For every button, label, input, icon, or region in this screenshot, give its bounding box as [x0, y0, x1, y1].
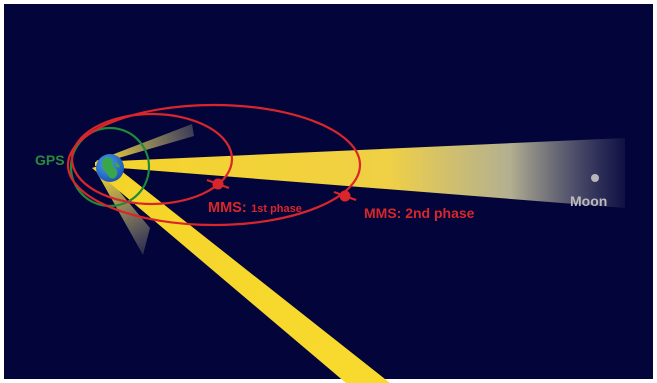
moon-beam — [95, 138, 625, 208]
mms-spacecraft-phase1 — [206, 178, 230, 190]
mms-orbit-phase2 — [66, 103, 362, 227]
lower-long-beam — [92, 162, 390, 383]
moon-label: Moon — [570, 193, 607, 209]
mms-phase1-prefix: MMS: — [208, 200, 247, 216]
mms-orbit-phase1 — [70, 112, 234, 206]
earth-icon — [96, 154, 124, 182]
gps-label: GPS — [35, 152, 65, 168]
mms-phase1-text: 1st phase — [251, 203, 302, 215]
mms-phase1-label: MMS: 1st phase — [208, 199, 302, 216]
mms-phase2-label: MMS: 2nd phase — [364, 205, 475, 221]
moon-dot — [591, 174, 599, 182]
upper-short-beam — [96, 124, 194, 164]
mms-spacecraft-phase2 — [333, 190, 357, 202]
